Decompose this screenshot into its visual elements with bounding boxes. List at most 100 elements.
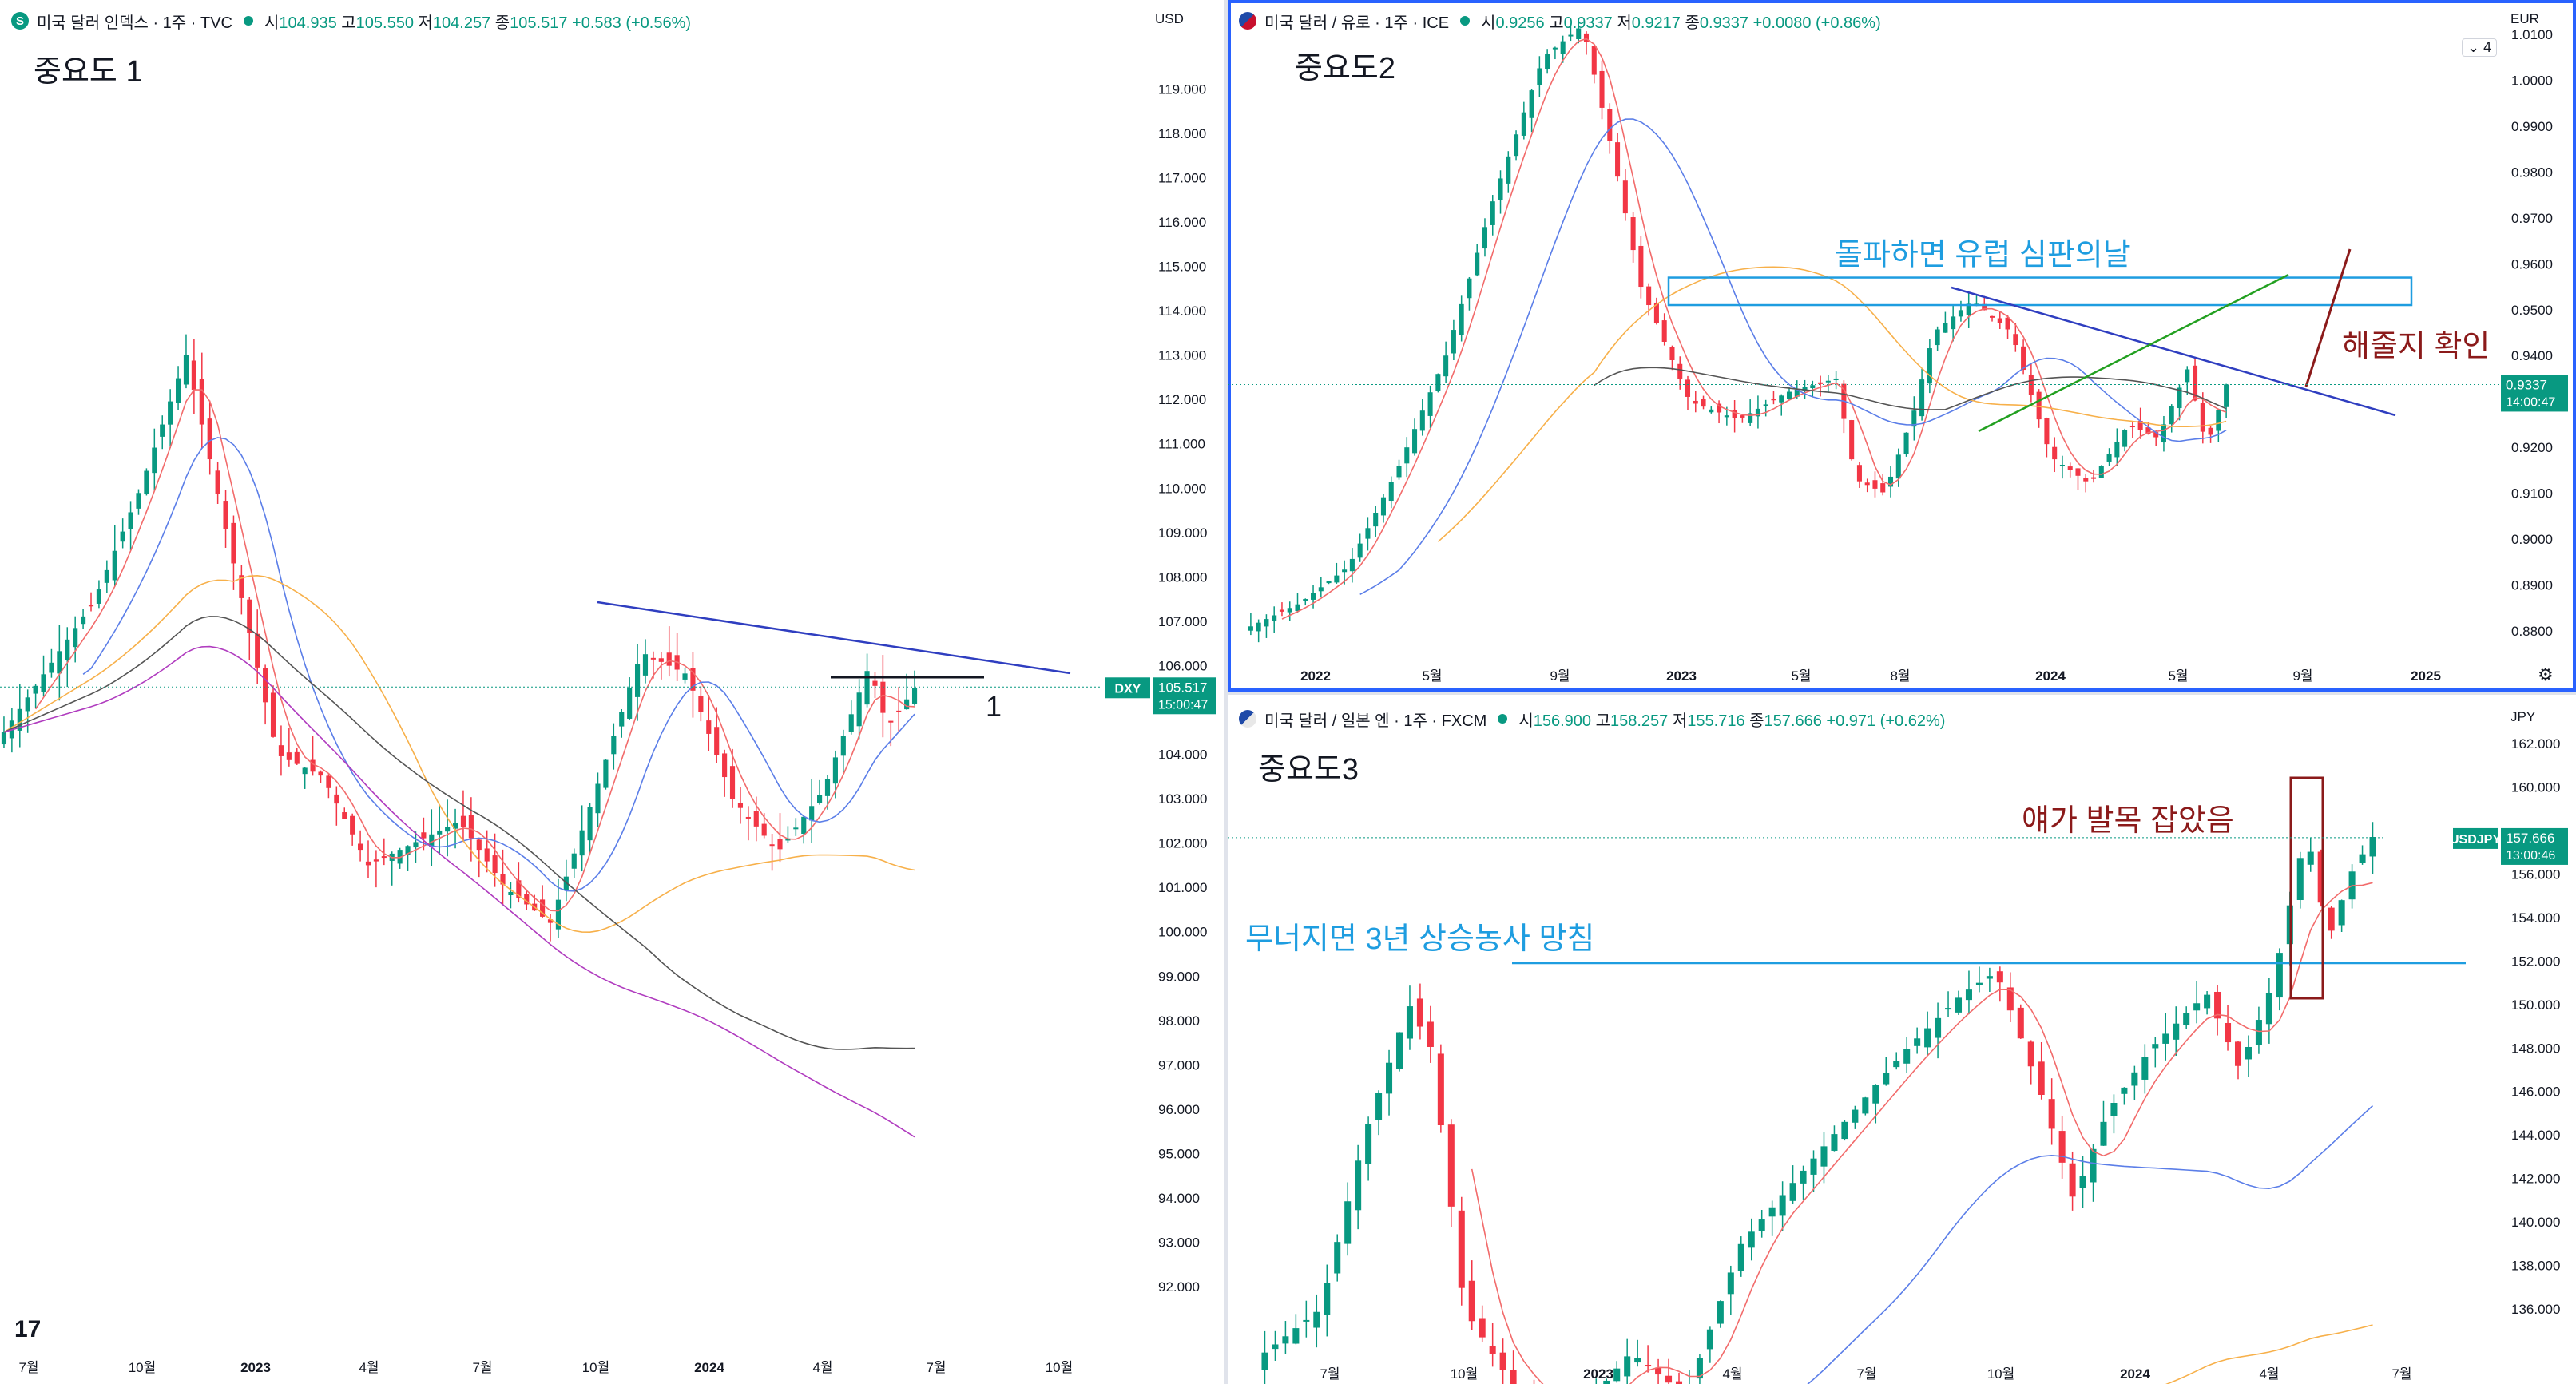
candle bbox=[2255, 1020, 2262, 1045]
x-tick-label: 2023 bbox=[1666, 668, 1697, 684]
candle bbox=[729, 766, 736, 799]
candle bbox=[1685, 379, 1691, 397]
us-jp-flag-icon bbox=[1239, 710, 1256, 728]
candle bbox=[358, 843, 363, 851]
candle bbox=[2200, 403, 2205, 432]
candle bbox=[516, 880, 522, 898]
dxy-chart[interactable]: 119.000 118.000 117.000 116.000 115.000 114.0… bbox=[0, 0, 1224, 1384]
candle bbox=[1576, 28, 1582, 40]
candle bbox=[1344, 1201, 1352, 1244]
candle bbox=[1903, 432, 1909, 454]
candle bbox=[1615, 142, 1621, 177]
ticker-badge bbox=[1105, 677, 1150, 699]
candle bbox=[2208, 427, 2213, 435]
candle bbox=[745, 816, 751, 819]
candle bbox=[1862, 1097, 1869, 1114]
y-tick-label: 114.000 bbox=[1158, 303, 1206, 319]
usdeur-chart[interactable]: 1.0100 1.0000 0.9900 0.9800 0.9700 0.9600 0.95… bbox=[1228, 0, 2576, 692]
candle bbox=[1989, 315, 1995, 318]
candle bbox=[1514, 134, 1519, 157]
candle bbox=[1279, 609, 1284, 612]
gear-icon[interactable]: ⚙ bbox=[2538, 664, 2554, 684]
y-tick-label: 116.000 bbox=[1158, 215, 1206, 230]
x-tick-label: 10월 bbox=[1046, 1360, 1074, 1375]
y-tick-label: 160.000 bbox=[2511, 779, 2560, 795]
candle bbox=[302, 767, 308, 775]
tradingview-logo-icon[interactable]: 17 bbox=[14, 1316, 42, 1342]
candle bbox=[2193, 365, 2198, 401]
candle bbox=[1583, 33, 1590, 42]
candle bbox=[524, 894, 530, 905]
panel-divider[interactable] bbox=[1224, 0, 1228, 1384]
candle bbox=[1833, 378, 1839, 380]
candle bbox=[1727, 1272, 1734, 1295]
candle bbox=[2129, 426, 2135, 428]
usdeur-symbol-title[interactable]: 미국 달러 / 유로 · 1주 · ICE bbox=[1264, 14, 1450, 32]
candle bbox=[682, 673, 688, 680]
dxy-currency-label[interactable]: USD bbox=[1155, 11, 1184, 26]
annotation-pointer bbox=[2304, 248, 2352, 387]
candle bbox=[2265, 993, 2272, 1025]
candle bbox=[1613, 1368, 1621, 1382]
candle bbox=[1709, 409, 1714, 413]
indicators-collapse-button[interactable]: ⌄ 4 bbox=[2462, 38, 2498, 57]
candle bbox=[1883, 1073, 1890, 1085]
candle bbox=[1706, 1329, 1713, 1350]
candle bbox=[880, 681, 886, 713]
y-tick-label: 0.9100 bbox=[2511, 486, 2553, 502]
x-tick-label: 4월 bbox=[359, 1360, 379, 1375]
candle bbox=[350, 815, 355, 835]
candle bbox=[278, 745, 284, 756]
y-tick-label: 115.000 bbox=[1158, 260, 1206, 275]
usdjpy-symbol-title[interactable]: 미국 달러 / 일본 엔 · 1주 · FXCM bbox=[1264, 712, 1487, 730]
candle bbox=[856, 692, 862, 727]
candle bbox=[1887, 476, 1894, 487]
candle bbox=[2059, 465, 2065, 467]
x-tick-label: 4월 bbox=[1722, 1366, 1742, 1382]
usdjpy-chart[interactable]: 162.000 160.000 156.000 154.000 152.000 150.0… bbox=[1228, 695, 2576, 1384]
candle bbox=[642, 654, 649, 676]
candle bbox=[1677, 363, 1683, 379]
candle bbox=[2005, 317, 2010, 330]
candle bbox=[1355, 1160, 1362, 1211]
candle bbox=[1965, 989, 1972, 1001]
chart-panel-usdeur[interactable]: 1.0100 1.0000 0.9900 0.9800 0.9700 0.9600 0.95… bbox=[1228, 0, 2576, 692]
candle bbox=[1810, 385, 1816, 389]
moving-average-line bbox=[1594, 367, 2227, 410]
dxy-header: S 미국 달러 인덱스 · 1주 · TVC 시104.935 고105.550 … bbox=[0, 0, 691, 42]
y-tick-label: 0.9800 bbox=[2511, 165, 2553, 180]
candle bbox=[2245, 1046, 2252, 1060]
candle bbox=[603, 759, 609, 788]
dxy-symbol-title[interactable]: 미국 달러 인덱스 · 1주 · TVC bbox=[37, 14, 232, 32]
bar-countdown: 14:00:47 bbox=[2506, 395, 2555, 409]
candle bbox=[579, 830, 585, 856]
y-tick-label: 138.000 bbox=[2511, 1259, 2560, 1274]
candle bbox=[666, 652, 672, 666]
candle bbox=[1498, 178, 1503, 200]
candle bbox=[1864, 482, 1870, 486]
candle bbox=[334, 794, 339, 804]
candle bbox=[1467, 278, 1472, 299]
candle bbox=[722, 753, 728, 778]
candle bbox=[634, 664, 641, 697]
x-tick-label: 4월 bbox=[2259, 1366, 2279, 1382]
usdeur-currency-label[interactable]: EUR bbox=[2511, 11, 2539, 26]
candle bbox=[1748, 413, 1753, 423]
usdeur-ohlc: 시0.9256 고0.9337 저0.9217 종0.9337 +0.0080 … bbox=[1481, 14, 1881, 32]
candle bbox=[809, 806, 815, 821]
chart-panel-dxy[interactable]: 119.000 118.000 117.000 116.000 115.000 114.0… bbox=[0, 0, 1224, 1384]
moving-average-line bbox=[1281, 38, 2227, 620]
candle bbox=[1521, 112, 1526, 136]
y-tick-label: 99.000 bbox=[1158, 969, 1200, 984]
candle bbox=[318, 771, 323, 776]
candle bbox=[1451, 330, 1456, 354]
candle bbox=[587, 807, 593, 841]
panel-divider[interactable] bbox=[1228, 692, 2576, 695]
candle bbox=[1951, 316, 1956, 330]
candle bbox=[2100, 1121, 2107, 1146]
candle bbox=[650, 657, 656, 660]
chart-panel-usdjpy[interactable]: 162.000 160.000 156.000 154.000 152.000 150.0… bbox=[1228, 695, 2576, 1384]
candle bbox=[1292, 1328, 1300, 1344]
usdjpy-currency-label[interactable]: JPY bbox=[2511, 709, 2536, 724]
y-tick-label: 0.9200 bbox=[2511, 440, 2553, 455]
